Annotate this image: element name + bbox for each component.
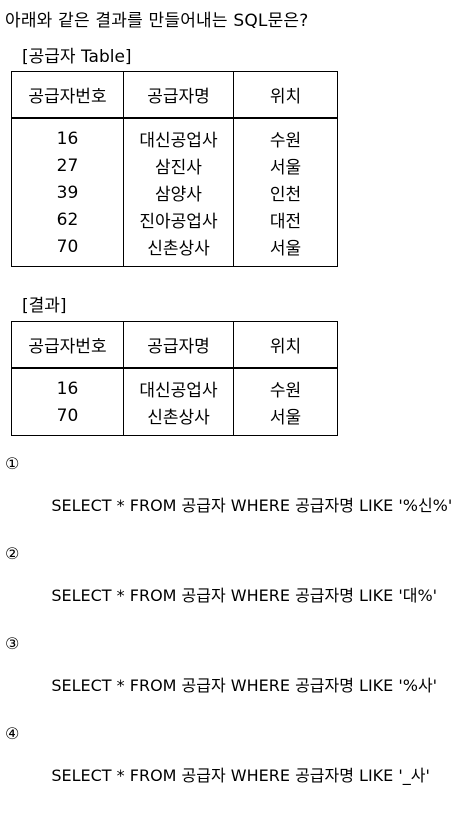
header-supplier-name: 공급자명 (123, 71, 234, 119)
cell-supplier-number: 16 (11, 118, 124, 152)
choice-number: ③ (5, 634, 20, 653)
result-table: 공급자번호 공급자명 위치 16 대신공업사 수원 70 신촌상사 서울 (11, 321, 338, 436)
table-row: 62 진아공업사 대전 (11, 206, 338, 233)
cell-location: 수원 (233, 368, 338, 402)
cell-location: 대전 (233, 206, 338, 233)
table-row: 70 신촌상사 서울 (11, 402, 338, 436)
cell-supplier-name: 삼진사 (123, 152, 234, 179)
supplier-table-header-row: 공급자번호 공급자명 위치 (11, 71, 338, 119)
header-location: 위치 (233, 71, 338, 119)
choice-text: SELECT * FROM 공급자 WHERE 공급자명 LIKE '%신%' (51, 496, 453, 515)
cell-supplier-number: 39 (11, 179, 124, 206)
header-supplier-number: 공급자번호 (11, 321, 124, 369)
cell-location: 서울 (233, 402, 338, 436)
table-row: 16 대신공업사 수원 (11, 118, 338, 152)
cell-supplier-number: 62 (11, 206, 124, 233)
choice-number: ② (5, 544, 20, 563)
cell-location: 서울 (233, 233, 338, 267)
cell-location: 수원 (233, 118, 338, 152)
cell-supplier-name: 대신공업사 (123, 368, 234, 402)
choice-text: SELECT * FROM 공급자 WHERE 공급자명 LIKE '%사' (51, 676, 438, 695)
answer-choices: ① SELECT * FROM 공급자 WHERE 공급자명 LIKE '%신%… (5, 453, 463, 813)
choice-number: ④ (5, 724, 20, 743)
cell-supplier-number: 27 (11, 152, 124, 179)
cell-location: 서울 (233, 152, 338, 179)
supplier-table: 공급자번호 공급자명 위치 16 대신공업사 수원 27 삼진사 서울 39 삼… (11, 71, 338, 267)
supplier-table-caption: [공급자 Table] (22, 47, 132, 67)
table-row: 39 삼양사 인천 (11, 179, 338, 206)
choice-text: SELECT * FROM 공급자 WHERE 공급자명 LIKE '대%' (51, 586, 438, 605)
table-row: 16 대신공업사 수원 (11, 368, 338, 402)
cell-supplier-name: 대신공업사 (123, 118, 234, 152)
choice-1[interactable]: ① SELECT * FROM 공급자 WHERE 공급자명 LIKE '%신%… (5, 453, 463, 537)
cell-supplier-number: 70 (11, 233, 124, 267)
table-row: 27 삼진사 서울 (11, 152, 338, 179)
cell-supplier-name: 삼양사 (123, 179, 234, 206)
cell-location: 인천 (233, 179, 338, 206)
question-text: 아래와 같은 결과를 만들어내는 SQL문은? (5, 11, 309, 31)
cell-supplier-name: 신촌상사 (123, 233, 234, 267)
choice-number: ① (5, 454, 20, 473)
choice-3[interactable]: ③ SELECT * FROM 공급자 WHERE 공급자명 LIKE '%사' (5, 633, 463, 717)
result-table-header-row: 공급자번호 공급자명 위치 (11, 321, 338, 369)
choice-2[interactable]: ② SELECT * FROM 공급자 WHERE 공급자명 LIKE '대%' (5, 543, 463, 627)
result-table-caption: [결과] (22, 296, 67, 316)
cell-supplier-name: 진아공업사 (123, 206, 234, 233)
header-location: 위치 (233, 321, 338, 369)
table-row: 70 신촌상사 서울 (11, 233, 338, 267)
cell-supplier-number: 70 (11, 402, 124, 436)
cell-supplier-name: 신촌상사 (123, 402, 234, 436)
cell-supplier-number: 16 (11, 368, 124, 402)
header-supplier-number: 공급자번호 (11, 71, 124, 119)
choice-text: SELECT * FROM 공급자 WHERE 공급자명 LIKE '_사' (51, 766, 430, 785)
choice-4[interactable]: ④ SELECT * FROM 공급자 WHERE 공급자명 LIKE '_사' (5, 723, 463, 807)
header-supplier-name: 공급자명 (123, 321, 234, 369)
